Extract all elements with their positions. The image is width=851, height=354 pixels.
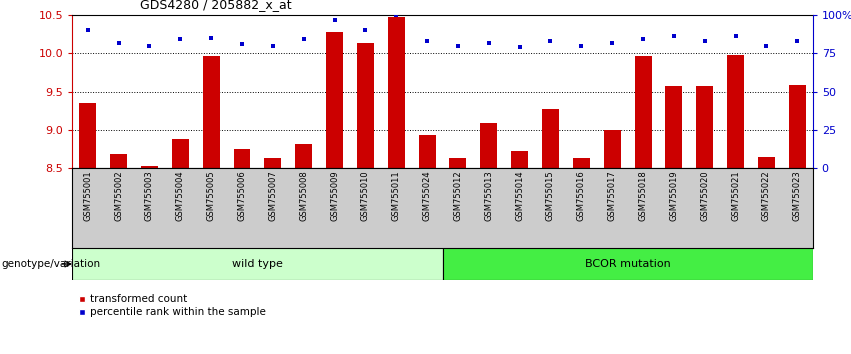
Text: wild type: wild type <box>232 259 283 269</box>
Text: GSM755014: GSM755014 <box>515 170 524 221</box>
Bar <box>233 149 250 168</box>
Text: GSM755016: GSM755016 <box>577 170 585 221</box>
Bar <box>727 55 744 168</box>
Bar <box>326 32 343 168</box>
Bar <box>265 158 282 168</box>
Bar <box>635 56 652 168</box>
Text: GDS4280 / 205882_x_at: GDS4280 / 205882_x_at <box>140 0 292 11</box>
Text: GSM755015: GSM755015 <box>546 170 555 221</box>
Bar <box>758 156 775 168</box>
Text: GSM755003: GSM755003 <box>145 170 154 221</box>
Bar <box>72 248 443 280</box>
Bar <box>203 56 220 168</box>
Text: GSM755012: GSM755012 <box>454 170 462 221</box>
Text: GSM755006: GSM755006 <box>237 170 247 221</box>
Bar <box>295 143 312 168</box>
Bar <box>542 109 559 168</box>
Bar <box>511 151 528 168</box>
Text: GSM755001: GSM755001 <box>83 170 92 221</box>
Bar <box>696 86 713 168</box>
Bar <box>141 166 158 168</box>
Bar <box>449 158 466 168</box>
Text: BCOR mutation: BCOR mutation <box>585 259 671 269</box>
Text: GSM755008: GSM755008 <box>300 170 308 221</box>
Bar <box>79 103 96 168</box>
Text: GSM755024: GSM755024 <box>423 170 431 221</box>
Text: GSM755021: GSM755021 <box>731 170 740 221</box>
Text: GSM755011: GSM755011 <box>391 170 401 221</box>
Text: GSM755019: GSM755019 <box>670 170 678 221</box>
Bar <box>443 248 813 280</box>
Bar <box>480 123 497 168</box>
Bar <box>172 139 189 168</box>
Bar <box>665 86 683 168</box>
Bar <box>388 17 405 168</box>
Text: GSM755009: GSM755009 <box>330 170 339 221</box>
Text: GSM755017: GSM755017 <box>608 170 617 221</box>
Text: GSM755004: GSM755004 <box>176 170 185 221</box>
Bar <box>419 135 436 168</box>
Text: GSM755013: GSM755013 <box>484 170 494 221</box>
Bar <box>357 42 374 168</box>
Legend: transformed count, percentile rank within the sample: transformed count, percentile rank withi… <box>77 294 266 317</box>
Text: GSM755010: GSM755010 <box>361 170 370 221</box>
Text: genotype/variation: genotype/variation <box>2 259 100 269</box>
Text: GSM755018: GSM755018 <box>638 170 648 221</box>
Bar <box>110 154 127 168</box>
Bar <box>603 130 620 168</box>
Text: GSM755007: GSM755007 <box>268 170 277 221</box>
Text: GSM755005: GSM755005 <box>207 170 215 221</box>
Text: GSM755020: GSM755020 <box>700 170 709 221</box>
Bar <box>789 85 806 168</box>
Text: GSM755002: GSM755002 <box>114 170 123 221</box>
Text: GSM755023: GSM755023 <box>793 170 802 221</box>
Bar <box>573 158 590 168</box>
Text: GSM755022: GSM755022 <box>762 170 771 221</box>
